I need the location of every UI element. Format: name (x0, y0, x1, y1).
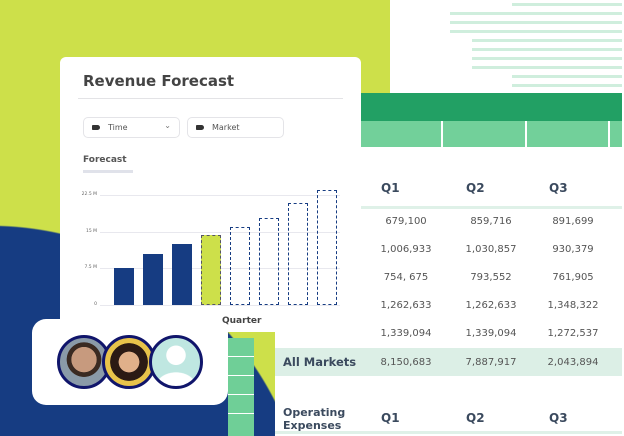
opex-header-q2: Q2 (466, 411, 485, 425)
x-axis-label: Quarter (222, 316, 262, 326)
total-q1: 8,150,683 (380, 357, 432, 368)
operating-expenses-label: Operating Expenses (283, 406, 346, 432)
table-cell: 1,339,094 (380, 328, 432, 339)
table-cell: 1,006,933 (380, 244, 432, 255)
card-title: Revenue Forecast (83, 72, 235, 90)
header-underline (360, 206, 622, 209)
table-header-band (360, 93, 622, 121)
decorative-stripes (450, 0, 622, 96)
revenue-forecast-card: Revenue Forecast Time ⌄ Market Forecast … (60, 57, 361, 332)
forecast-tab[interactable]: Forecast (83, 155, 127, 165)
tag-icon (92, 125, 100, 130)
y-tick-label: 7.5 M (84, 265, 97, 271)
col-header-q1: Q1 (381, 181, 400, 195)
time-filter-label: Time (108, 123, 128, 132)
col-header-q2: Q2 (466, 181, 485, 195)
bar-6 (259, 217, 279, 305)
opex-header-q3: Q3 (549, 411, 568, 425)
gridline (100, 305, 340, 306)
decorative-stripe (512, 3, 622, 6)
decorative-stripe (450, 12, 622, 15)
market-filter[interactable]: Market (187, 117, 284, 138)
collaborators-card (32, 319, 228, 405)
decorative-stripe (512, 75, 622, 78)
total-q2: 7,887,917 (465, 357, 517, 368)
table-cell: 761,905 (552, 272, 594, 283)
table-row-total: All Markets 8,150,683 7,887,917 2,043,89… (275, 348, 622, 376)
bar-1 (114, 267, 134, 305)
decorative-stripe (450, 30, 622, 33)
bar-4 (201, 235, 221, 305)
gridline (100, 195, 340, 196)
bar-5 (230, 227, 250, 305)
bar-8 (317, 190, 337, 305)
opex-header-q1: Q1 (381, 411, 400, 425)
table-cell: 891,699 (552, 216, 594, 227)
y-tick-label: 15 M (85, 228, 97, 234)
opex-underline (275, 431, 622, 434)
gridline (100, 231, 340, 233)
bar-7 (288, 203, 308, 305)
table-cell: 1,262,633 (380, 300, 432, 311)
table-cell: 793,552 (470, 272, 512, 283)
bar-3 (172, 243, 192, 305)
user-avatar-2[interactable] (102, 335, 156, 389)
table-cell: 1,262,633 (465, 300, 517, 311)
table-subheader-band (360, 121, 622, 147)
user-avatar-placeholder[interactable] (149, 335, 203, 389)
decorative-stripe (472, 57, 622, 60)
divider (78, 98, 343, 99)
forecast-tab-indicator (83, 170, 133, 173)
decorative-stripe (512, 84, 622, 87)
table-cell: 1,030,857 (465, 244, 517, 255)
table-cell: 1,339,094 (465, 328, 517, 339)
table-cell: 859,716 (470, 216, 512, 227)
table-cell: 754, 675 (383, 272, 429, 283)
decorative-stripe (472, 66, 622, 69)
table-cell: 930,379 (552, 244, 594, 255)
y-tick-label: 22.5 M (81, 192, 97, 197)
total-label: All Markets (283, 355, 357, 369)
decorative-stripe (472, 48, 622, 51)
total-q3: 2,043,894 (547, 357, 599, 368)
col-header-q3: Q3 (549, 181, 568, 195)
table-cell: 679,100 (385, 216, 427, 227)
market-filter-label: Market (212, 123, 240, 132)
table-cell: 1,348,322 (547, 300, 599, 311)
decorative-green-column (228, 338, 254, 436)
table-cell: 1,272,537 (547, 328, 599, 339)
tag-icon (196, 125, 204, 130)
decorative-stripe (450, 21, 622, 24)
chevron-down-icon: ⌄ (164, 121, 171, 130)
y-tick-label: 0 (94, 302, 97, 307)
decorative-stripe (472, 39, 622, 42)
time-filter-dropdown[interactable]: Time ⌄ (83, 117, 180, 138)
bar-2 (143, 254, 163, 305)
